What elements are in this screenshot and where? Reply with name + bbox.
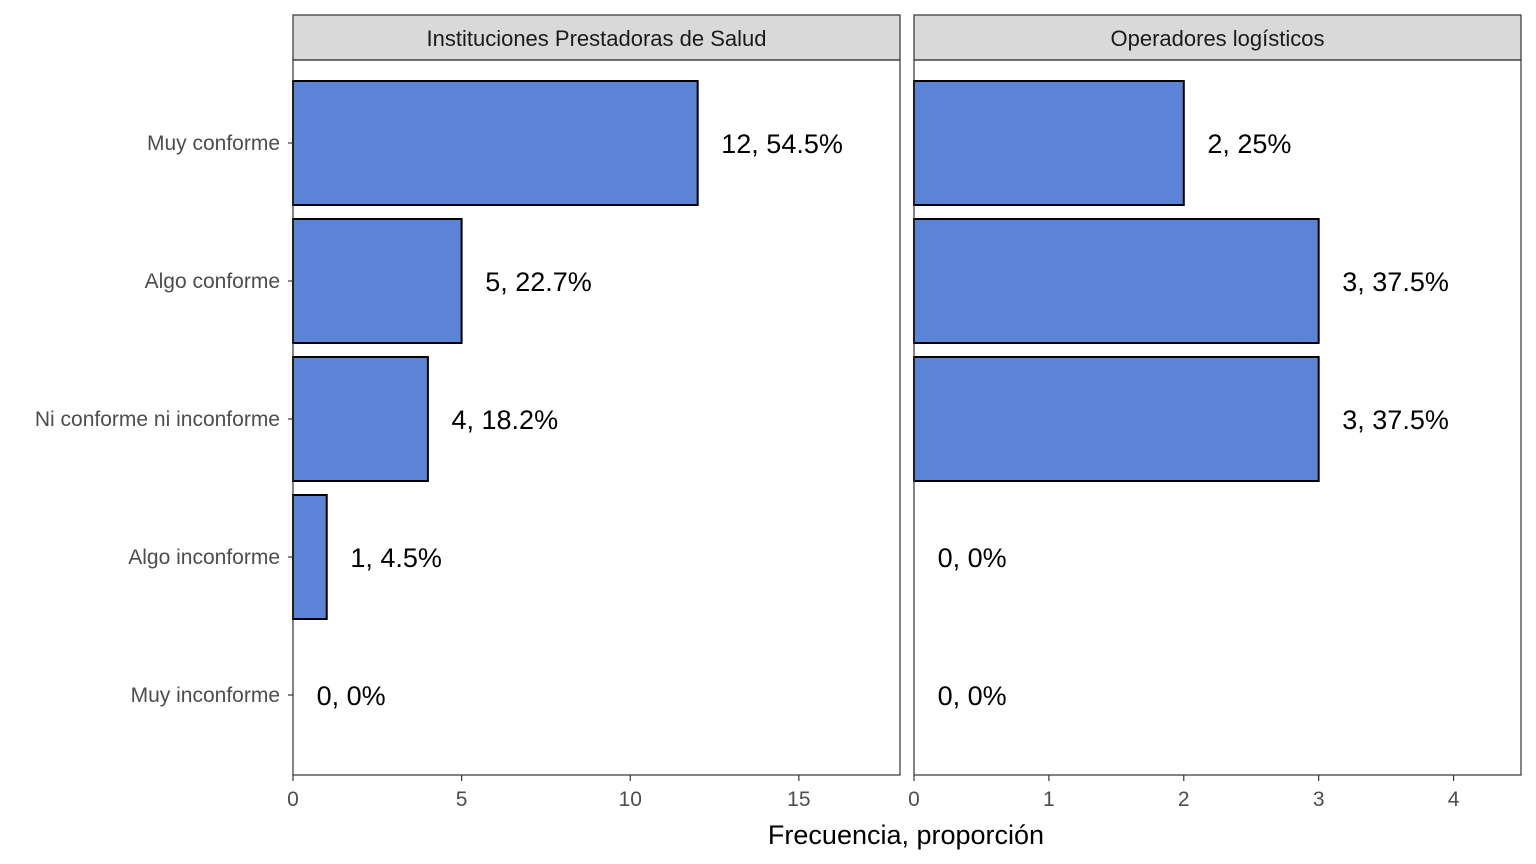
x-tick-label: 0 xyxy=(908,788,920,811)
bar xyxy=(913,80,1185,206)
data-label: 2, 25% xyxy=(1207,129,1291,159)
x-tick-label: 10 xyxy=(619,788,642,811)
facet-strip xyxy=(292,14,901,61)
x-tick-label: 4 xyxy=(1448,788,1460,811)
facet-panels: 12, 54.5% 5, 22.7% 4, 18.2% 1, 4.5% 0, 0% 0 5 1… xyxy=(287,59,1522,811)
data-label: 5, 22.7% xyxy=(485,267,592,297)
category-axis: Muy conforme Algo conforme Ni conforme ni … xyxy=(35,132,293,707)
data-label: 4, 18.2% xyxy=(452,405,559,435)
data-label: 0, 0% xyxy=(317,681,386,711)
facet-strips: Instituciones Prestadoras de Salud Operad… xyxy=(292,14,1522,61)
x-tick-label: 3 xyxy=(1313,788,1325,811)
facet-panel: 12, 54.5% 5, 22.7% 4, 18.2% 1, 4.5% 0, 0% 0 5 1… xyxy=(287,59,901,811)
category-label: Algo conforme xyxy=(145,270,280,293)
category-label: Muy inconforme xyxy=(131,684,280,707)
category-label: Muy conforme xyxy=(147,132,280,155)
data-label: 1, 4.5% xyxy=(350,543,442,573)
data-label: 12, 54.5% xyxy=(721,129,843,159)
x-tick-label: 2 xyxy=(1178,788,1190,811)
panel-border xyxy=(913,59,1522,776)
bar xyxy=(292,356,429,482)
bar xyxy=(292,218,463,344)
x-tick-label: 15 xyxy=(787,788,810,811)
category-label: Ni conforme ni inconforme xyxy=(35,408,280,431)
x-axis-title: Frecuencia, proporción xyxy=(768,820,1044,850)
bar xyxy=(913,356,1320,482)
data-label: 3, 37.5% xyxy=(1342,267,1449,297)
facet-title: Instituciones Prestadoras de Salud xyxy=(427,26,767,51)
bar xyxy=(292,494,328,620)
bar xyxy=(292,80,699,206)
facet-strip xyxy=(913,14,1522,61)
facet-title: Operadores logísticos xyxy=(1111,26,1325,51)
data-label: 0, 0% xyxy=(938,681,1007,711)
data-label: 0, 0% xyxy=(938,543,1007,573)
x-tick-label: 0 xyxy=(287,788,299,811)
x-tick-label: 5 xyxy=(456,788,468,811)
bar xyxy=(913,218,1320,344)
category-label: Algo inconforme xyxy=(128,546,280,569)
panel-border xyxy=(292,59,901,776)
data-label: 3, 37.5% xyxy=(1342,405,1449,435)
x-tick-label: 1 xyxy=(1043,788,1055,811)
facet-panel: 2, 25% 3, 37.5% 3, 37.5% 0, 0% 0, 0% 0 1 2 3 4 xyxy=(908,59,1522,811)
